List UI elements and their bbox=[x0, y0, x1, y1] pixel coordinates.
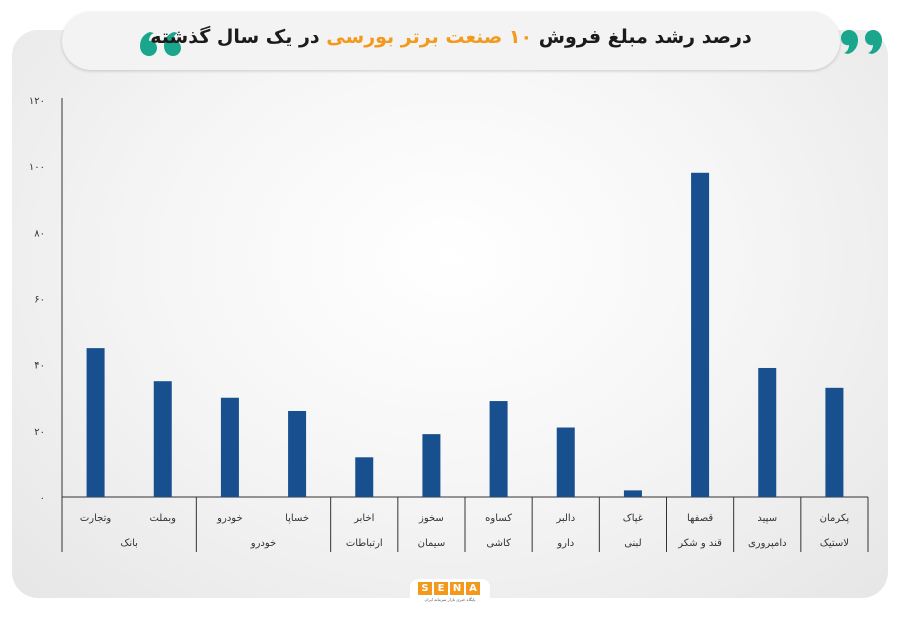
group-label: بانک bbox=[120, 538, 138, 549]
category-label: وتجارت bbox=[80, 513, 112, 524]
group-label: سیمان bbox=[418, 538, 446, 549]
chart-title: درصد رشد مبلغ فروش ۱۰ صنعت برتر بورسی در… bbox=[140, 26, 762, 48]
bar-12 bbox=[825, 387, 844, 497]
close-quote-icon bbox=[841, 30, 882, 54]
bar-5 bbox=[355, 457, 374, 497]
category-label: کساوه bbox=[485, 513, 512, 524]
bar-10 bbox=[691, 172, 710, 498]
category-label: سخوز bbox=[418, 513, 444, 524]
y-tick-label: ۱۰۰ bbox=[29, 162, 45, 173]
logo-subtitle: پایگاه خبری بازار سرمایه ایران bbox=[424, 597, 476, 602]
group-label: لاستیک bbox=[820, 538, 849, 549]
chart-title-highlight: ۱۰ صنعت برتر بورسی bbox=[326, 26, 533, 48]
bar-4 bbox=[288, 410, 307, 497]
logo-letter: S bbox=[418, 582, 432, 595]
chart-title-part-1: درصد رشد مبلغ فروش bbox=[532, 26, 752, 48]
logo-letter: N bbox=[450, 582, 464, 595]
group-label: قند و شکر bbox=[677, 538, 722, 549]
chart-panel bbox=[12, 30, 888, 598]
bar-9 bbox=[623, 490, 642, 497]
group-label: دارو bbox=[556, 538, 574, 549]
category-label: خودرو bbox=[216, 513, 242, 524]
y-tick-label: ۱۲۰ bbox=[29, 96, 45, 107]
category-label: غپاک bbox=[623, 513, 643, 524]
logo-letter: E bbox=[434, 582, 448, 595]
category-label: دالبر bbox=[555, 513, 575, 524]
category-label: پکرمان bbox=[820, 513, 850, 524]
category-label: سپید bbox=[757, 513, 777, 524]
logo-letter: A bbox=[466, 582, 480, 595]
bar-2 bbox=[153, 381, 172, 497]
group-label: دامپروری bbox=[748, 538, 787, 549]
group-label: خودرو bbox=[250, 538, 276, 549]
category-label: خساپا bbox=[285, 513, 309, 524]
group-label: کاشی bbox=[486, 538, 511, 549]
category-label: اخابر bbox=[353, 513, 374, 524]
group-label: ارتباطات bbox=[346, 538, 383, 549]
bar-7 bbox=[489, 401, 508, 497]
category-label: وبملت bbox=[149, 513, 176, 524]
chart-title-part-2: در یک سال گذشته bbox=[150, 26, 327, 48]
y-tick-label: ۴۰ bbox=[34, 361, 45, 372]
y-tick-label: ۰ bbox=[40, 493, 45, 504]
bar-6 bbox=[422, 434, 441, 497]
bar-11 bbox=[758, 367, 777, 497]
bar-8 bbox=[556, 427, 575, 497]
group-label: لبنی bbox=[624, 538, 641, 549]
y-tick-label: ۸۰ bbox=[34, 228, 45, 239]
category-label: قصفها bbox=[687, 513, 713, 524]
y-tick-label: ۲۰ bbox=[34, 427, 45, 438]
title-banner bbox=[62, 12, 882, 70]
open-quote-icon bbox=[140, 32, 181, 56]
bar-3 bbox=[220, 397, 239, 497]
bar-1 bbox=[86, 348, 105, 497]
y-tick-label: ۶۰ bbox=[34, 295, 45, 306]
